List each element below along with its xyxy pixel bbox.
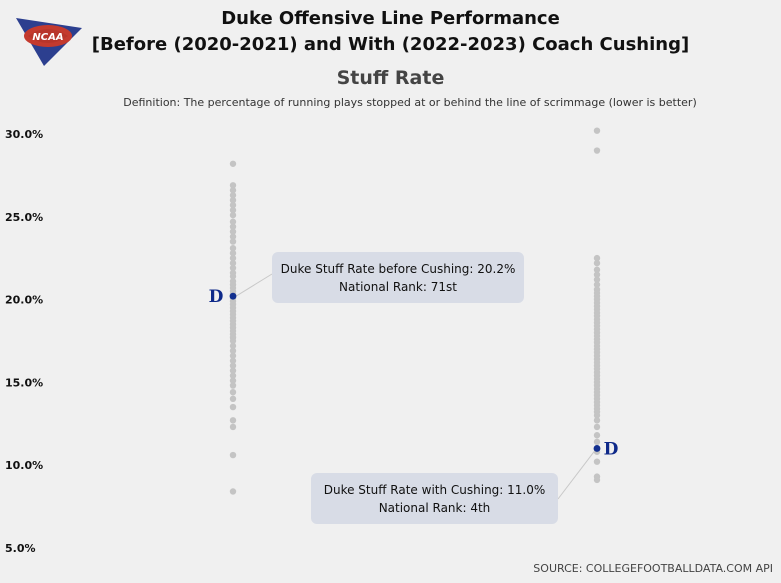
data-point <box>229 249 237 257</box>
data-point <box>593 432 601 439</box>
annotation-text: Duke Stuff Rate with Cushing: 11.0% <box>324 483 546 497</box>
data-point <box>593 476 601 484</box>
data-point <box>229 488 237 495</box>
duke-highlight-point <box>229 292 237 300</box>
data-point <box>229 233 237 240</box>
data-point <box>593 412 601 419</box>
y-tick-label: 20.0% <box>5 294 43 307</box>
data-point <box>229 182 237 189</box>
data-point <box>229 423 237 431</box>
data-point <box>229 347 237 355</box>
data-point <box>593 423 601 431</box>
data-point <box>229 206 237 214</box>
annotation-rank: National Rank: 71st <box>339 280 457 294</box>
y-tick-label: 5.0% <box>5 542 36 555</box>
data-point <box>229 187 237 194</box>
y-tick-label: 10.0% <box>5 459 43 472</box>
data-point <box>229 197 237 204</box>
annotation-box <box>311 473 558 524</box>
data-point <box>593 438 601 446</box>
data-point <box>229 218 237 225</box>
data-point <box>593 254 601 262</box>
data-point <box>229 264 237 272</box>
annotation-rank: National Rank: 4th <box>379 501 491 515</box>
data-point <box>229 160 237 167</box>
chart-subtitle: Stuff Rate <box>336 67 445 89</box>
duke-logo-icon: D <box>604 439 619 459</box>
data-point <box>593 127 601 134</box>
data-point <box>229 201 237 209</box>
annotation-connector <box>557 450 596 500</box>
data-point <box>593 281 601 288</box>
data-point <box>593 276 601 283</box>
data-point <box>593 271 601 278</box>
data-point <box>229 367 237 374</box>
annotation-box <box>272 252 524 303</box>
data-point <box>229 211 237 219</box>
y-tick-label: 15.0% <box>5 376 43 389</box>
ncaa-logo: NCAA <box>16 18 82 66</box>
data-point <box>229 223 237 230</box>
data-point <box>229 228 237 235</box>
data-point <box>593 259 601 267</box>
y-tick-label: 30.0% <box>5 128 43 141</box>
data-point <box>593 417 601 424</box>
annotation-text: Duke Stuff Rate before Cushing: 20.2% <box>281 262 516 276</box>
annotation-connector <box>235 273 273 297</box>
data-point <box>229 342 237 350</box>
data-point <box>593 266 601 273</box>
data-point <box>229 273 237 280</box>
metric-definition: Definition: The percentage of running pl… <box>123 96 697 109</box>
data-point <box>229 451 237 459</box>
duke-logo-icon: D <box>209 287 224 307</box>
data-point <box>229 417 237 424</box>
data-point <box>229 192 237 199</box>
data-point <box>229 388 237 396</box>
data-point <box>229 352 237 359</box>
data-point <box>229 357 237 364</box>
data-point <box>229 372 237 379</box>
data-point <box>593 147 601 154</box>
data-point <box>229 382 237 389</box>
data-point <box>229 259 237 267</box>
source-note: SOURCE: COLLEGEFOOTBALLDATA.COM API <box>533 562 773 575</box>
chart-title-line2: [Before (2020-2021) and With (2022-2023)… <box>91 34 690 55</box>
y-tick-label: 25.0% <box>5 211 43 224</box>
data-point <box>229 337 237 345</box>
data-point <box>229 395 237 402</box>
data-point <box>229 403 237 411</box>
data-point <box>229 254 237 262</box>
duke-highlight-point <box>593 445 601 452</box>
data-point <box>229 362 237 369</box>
ncaa-logo-text: NCAA <box>32 32 63 43</box>
data-point <box>229 377 237 384</box>
data-point <box>229 244 237 252</box>
chart-title-line1: Duke Offensive Line Performance <box>221 8 560 29</box>
data-point <box>229 238 237 245</box>
data-point <box>593 458 601 465</box>
